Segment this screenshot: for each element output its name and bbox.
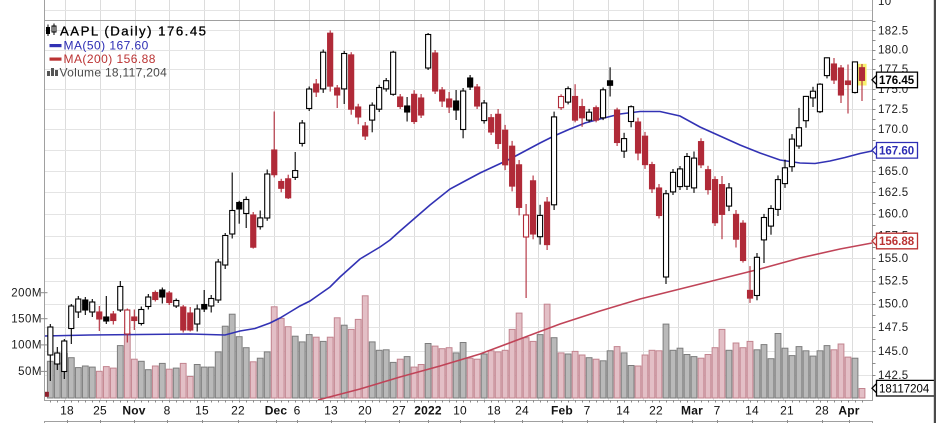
svg-text:18: 18 [487,404,501,418]
svg-text:170.0: 170.0 [878,124,909,136]
svg-text:7: 7 [584,404,591,418]
svg-text:145.0: 145.0 [878,346,909,358]
svg-text:Mar: Mar [681,404,703,418]
svg-text:200M: 200M [11,288,42,300]
svg-text:22: 22 [649,404,663,418]
svg-text:10: 10 [878,0,892,8]
svg-text:152.5: 152.5 [878,276,909,288]
svg-text:180.0: 180.0 [878,45,909,57]
svg-text:147.5: 147.5 [878,322,909,334]
svg-text:22: 22 [231,404,245,418]
svg-text:14: 14 [745,404,759,418]
svg-text:182.5: 182.5 [878,25,909,37]
svg-text:21: 21 [780,404,794,418]
svg-text:156.88: 156.88 [879,236,915,248]
svg-text:13: 13 [324,404,338,418]
svg-text:162.5: 162.5 [878,187,909,199]
svg-text:6: 6 [294,404,301,418]
svg-text:18117204: 18117204 [879,383,930,395]
svg-text:50M: 50M [18,366,42,378]
svg-text:Dec: Dec [265,404,288,418]
svg-text:MA(200) 156.88: MA(200) 156.88 [64,52,156,66]
svg-text:10: 10 [453,404,467,418]
svg-text:176.45: 176.45 [879,75,915,87]
svg-text:155.0: 155.0 [878,253,909,265]
svg-text:160.0: 160.0 [878,209,909,221]
svg-text:AAPL (Daily) 176.45: AAPL (Daily) 176.45 [60,24,208,39]
svg-text:167.60: 167.60 [879,146,914,158]
svg-text:Feb: Feb [551,404,573,418]
svg-text:25: 25 [93,404,107,418]
svg-text:Apr: Apr [838,404,859,418]
svg-text:8: 8 [164,404,171,418]
svg-text:7: 7 [714,404,721,418]
svg-text:MA(50) 167.60: MA(50) 167.60 [64,39,149,53]
svg-text:28: 28 [815,404,829,418]
svg-text:15: 15 [195,404,209,418]
svg-text:Nov: Nov [122,404,145,418]
svg-text:14: 14 [616,404,630,418]
svg-text:27: 27 [392,404,406,418]
svg-text:Volume 18,117,204: Volume 18,117,204 [60,66,168,80]
svg-text:142.5: 142.5 [878,370,909,382]
svg-text:150M: 150M [11,314,42,326]
svg-text:24: 24 [515,404,529,418]
svg-text:172.5: 172.5 [878,104,909,116]
svg-text:165.0: 165.0 [878,166,909,178]
svg-text:100M: 100M [11,340,42,352]
svg-text:150.0: 150.0 [878,299,909,311]
svg-text:18: 18 [60,404,74,418]
svg-text:20: 20 [358,404,372,418]
svg-text:2022: 2022 [414,404,442,418]
